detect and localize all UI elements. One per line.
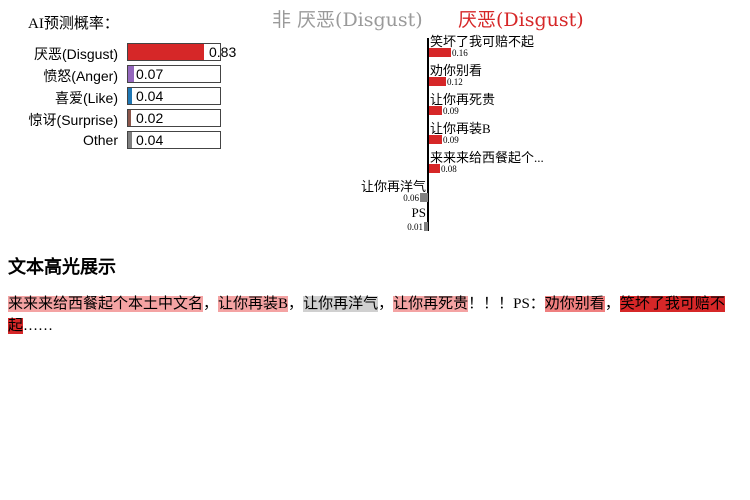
probability-bar-fill	[128, 110, 131, 126]
highlighted-segment: 来来来给西餐起个本土中文名	[8, 296, 204, 312]
feature-importance-value: 0.09	[443, 135, 459, 145]
probability-value: 0.02	[136, 110, 164, 126]
probability-bar: 0.07	[127, 65, 221, 83]
text-segment: ，	[378, 296, 394, 312]
probability-bar-fill	[128, 44, 204, 60]
feature-importance-value: 0.08	[441, 164, 457, 174]
feature-label: 来来来给西餐起个...	[430, 150, 544, 165]
feature-label: 笑坏了我可赔不起	[430, 34, 535, 49]
feature-importance-value: 0.06	[403, 193, 419, 203]
probability-bar-fill	[128, 66, 134, 82]
feature-label: 劝你别看	[430, 63, 483, 78]
highlighted-segment: 让你再死贵	[393, 296, 469, 312]
importance-axis	[427, 38, 429, 231]
feature-importance-value: 0.01	[407, 222, 423, 232]
probability-value: 0.04	[136, 88, 164, 104]
feature-label: 让你再死贵	[430, 92, 496, 107]
prediction-row: 喜爱(Like) 0.04	[0, 87, 250, 107]
highlighted-segment: 让你再装B	[218, 296, 289, 312]
probability-bar-fill	[128, 132, 132, 148]
highlight-title: 文本高光展示	[8, 257, 116, 278]
text-segment: ……	[23, 318, 54, 334]
feature-label: PS	[411, 205, 426, 220]
prediction-row: Other 0.04	[0, 131, 250, 151]
prediction-label: 愤怒(Anger)	[43, 68, 118, 84]
feature-label: 让你再装B	[430, 121, 491, 136]
prediction-label: Other	[82, 132, 118, 148]
highlighted-segment: 让你再洋气	[303, 296, 379, 312]
probability-bar: 0.02	[127, 109, 221, 127]
feature-importance-bar	[420, 193, 428, 202]
positive-class-header: 厌恶(Disgust)	[458, 9, 584, 31]
feature-importance-bar	[429, 164, 440, 173]
text-segment: ！！！PS：	[468, 296, 545, 312]
probability-value: 0.04	[136, 132, 164, 148]
feature-importance-bar	[429, 77, 446, 86]
prediction-label: 厌恶(Disgust)	[33, 46, 118, 62]
prediction-label: 惊讶(Surprise)	[28, 112, 118, 128]
probability-bar: 0.04	[127, 131, 221, 149]
probability-value: 0.07	[136, 66, 164, 82]
feature-importance-value: 0.16	[452, 48, 468, 58]
text-segment: ，	[288, 296, 304, 312]
probability-bar: 0.04	[127, 87, 221, 105]
highlighted-text: 来来来给西餐起个本土中文名，让你再装B，让你再洋气，让你再死贵！！！PS：劝你别…	[8, 293, 743, 337]
feature-importance-value: 0.12	[447, 77, 463, 87]
feature-importance-bar	[424, 222, 428, 231]
feature-importance-bar	[429, 135, 442, 144]
prediction-row: 厌恶(Disgust) 0.83	[0, 43, 250, 63]
prediction-label: 喜爱(Like)	[54, 90, 118, 106]
prediction-title: AI预测概率：	[28, 16, 119, 32]
text-segment: ，	[604, 296, 620, 312]
feature-importance-bar	[429, 48, 451, 57]
probability-bar-fill	[128, 88, 132, 104]
probability-value: 0.83	[209, 44, 237, 60]
highlighted-segment: 劝你别看	[544, 296, 605, 312]
feature-importance-bar	[429, 106, 442, 115]
feature-label: 让你再洋气	[360, 179, 426, 194]
prediction-row: 愤怒(Anger) 0.07	[0, 65, 250, 85]
negative-class-header: 非 厌恶(Disgust)	[272, 9, 423, 31]
text-segment: ，	[203, 296, 219, 312]
feature-importance-value: 0.09	[443, 106, 459, 116]
probability-bar: 0.83	[127, 43, 236, 61]
prediction-row: 惊讶(Surprise) 0.02	[0, 109, 250, 129]
